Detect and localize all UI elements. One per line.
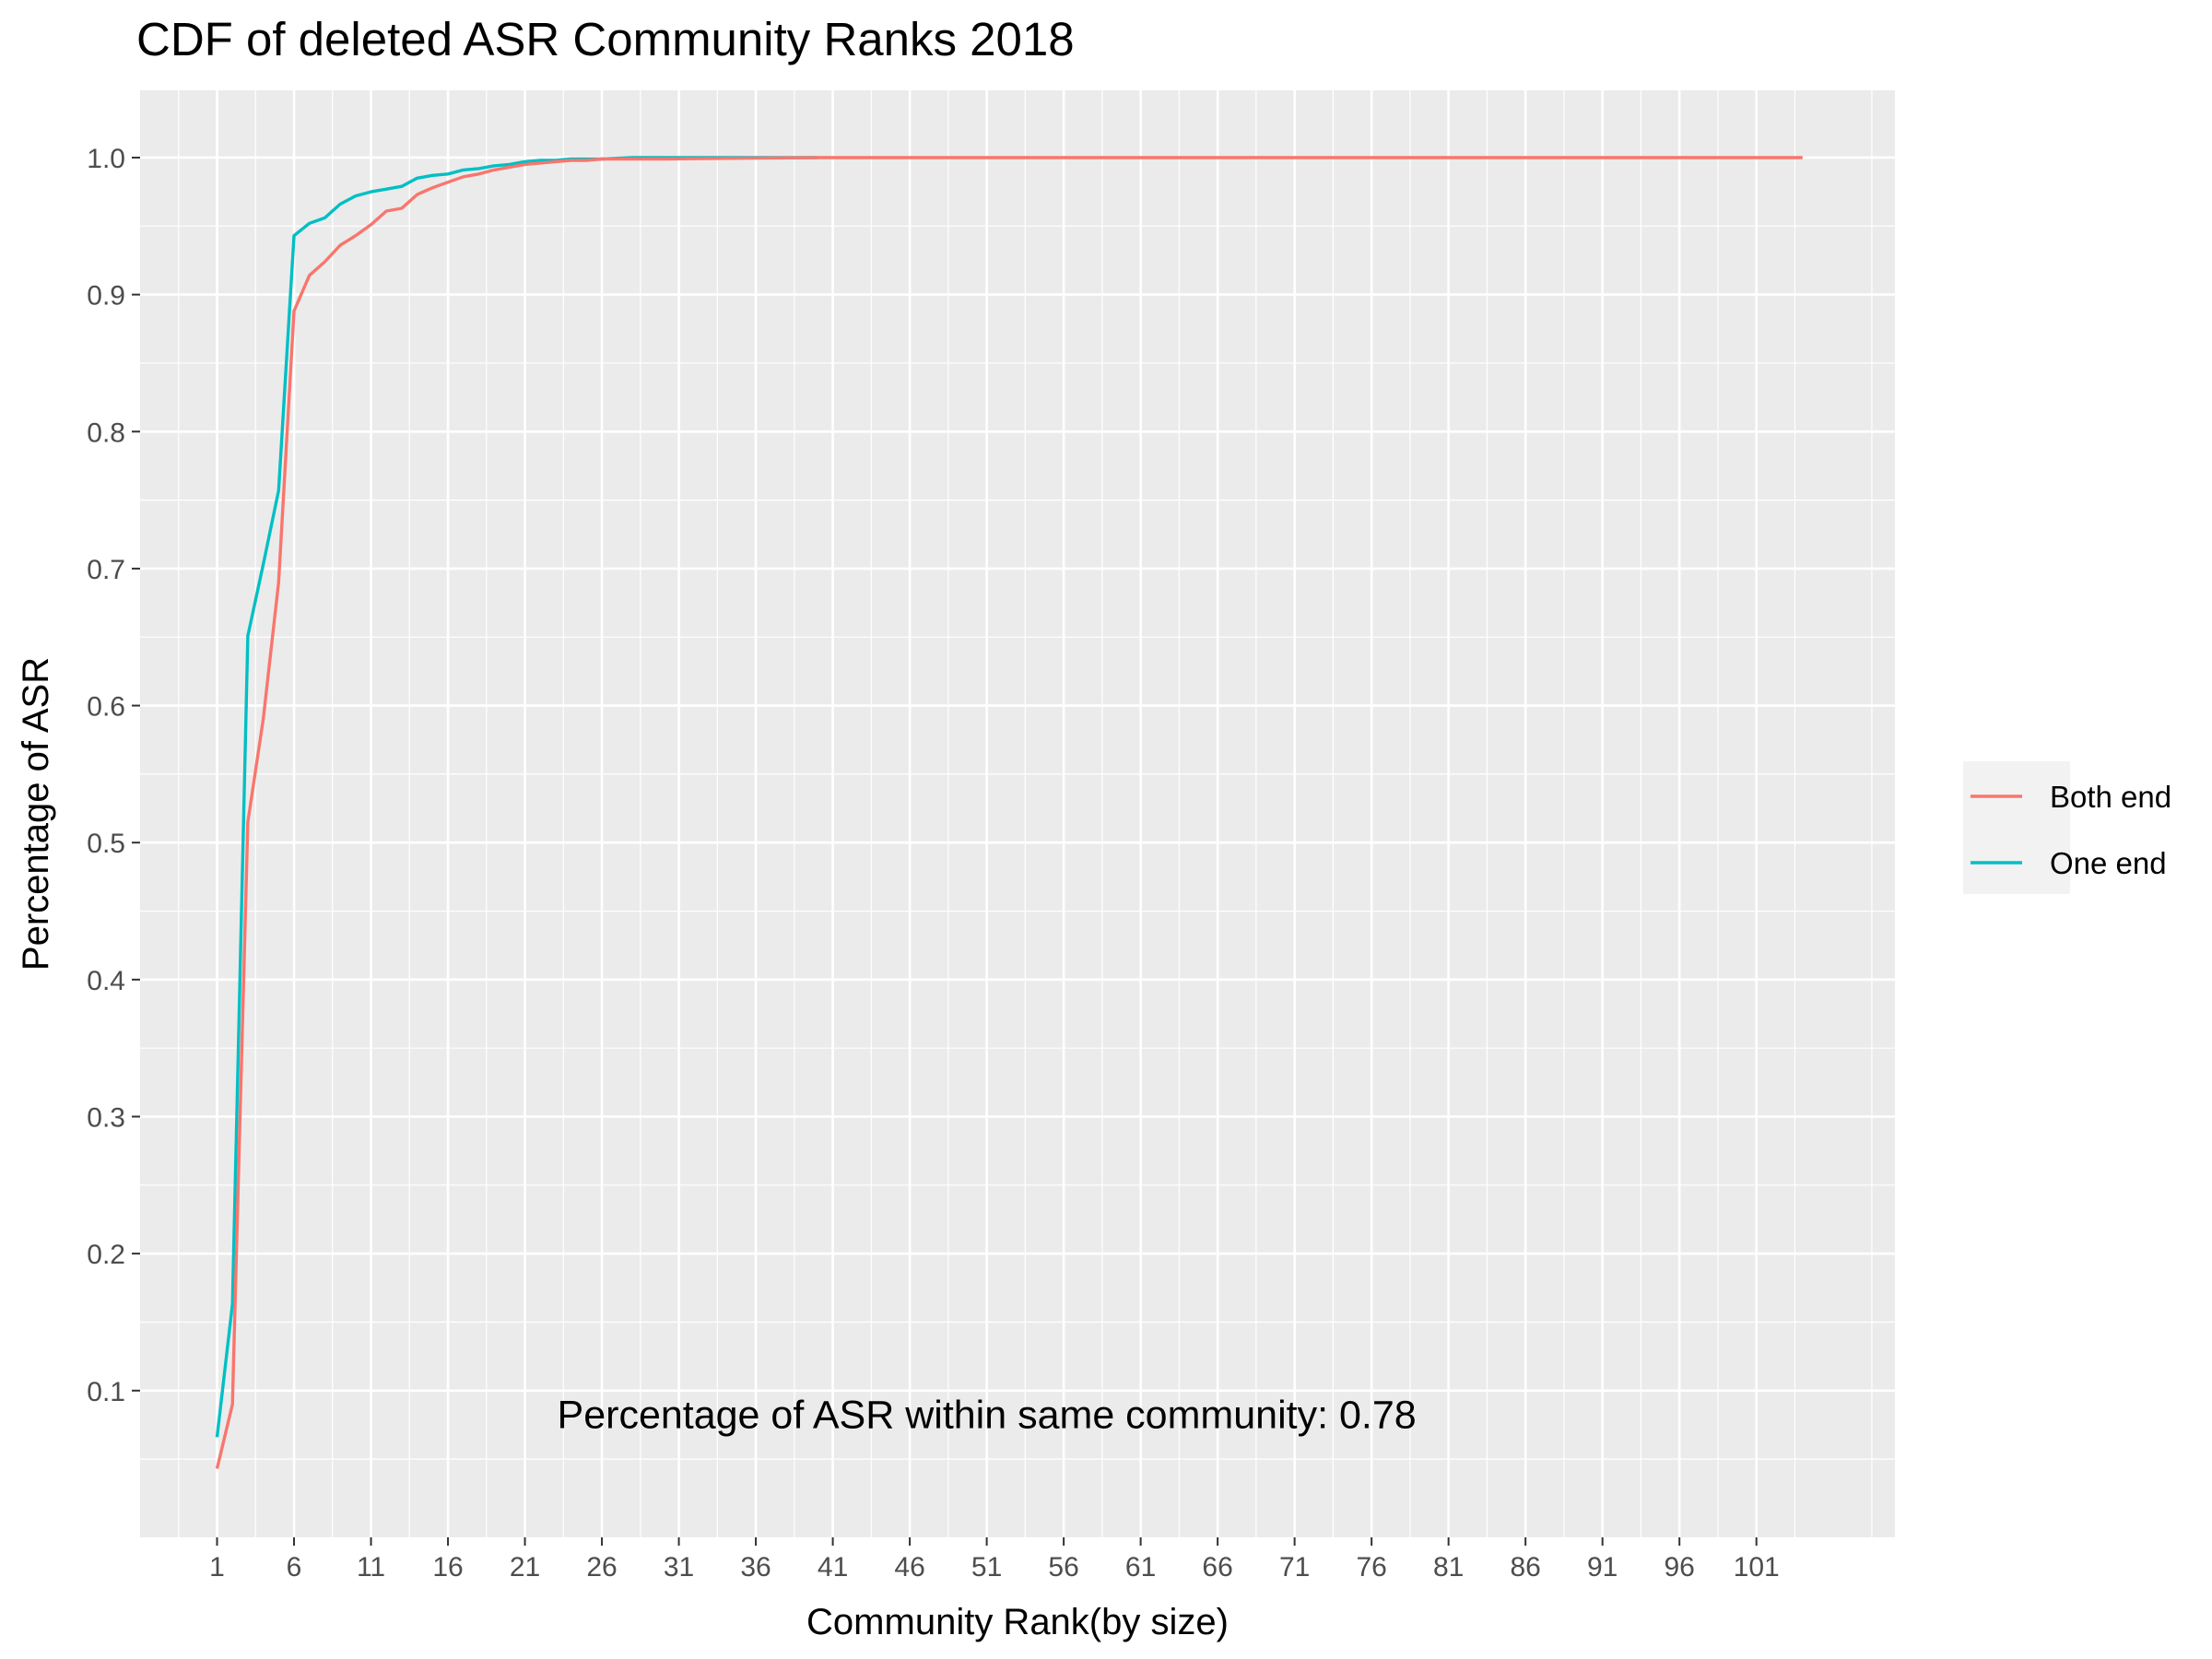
x-tick-label-1: 6 bbox=[287, 1552, 302, 1583]
chart-title: CDF of deleted ASR Community Ranks 2018 bbox=[136, 13, 1075, 65]
x-tick-label-19: 96 bbox=[1664, 1552, 1694, 1583]
y-tick-label-1: 0.2 bbox=[87, 1240, 125, 1270]
x-tick-label-5: 26 bbox=[586, 1552, 617, 1583]
x-axis-title: Community Rank(by size) bbox=[806, 1602, 1229, 1642]
chart-annotation: Percentage of ASR within same community:… bbox=[558, 1394, 1417, 1438]
x-tick-label-4: 21 bbox=[510, 1552, 540, 1583]
y-tick-label-8: 0.9 bbox=[87, 281, 125, 312]
x-tick-label-12: 61 bbox=[1125, 1552, 1156, 1583]
y-axis-ticks: 0.1 0.2 0.3 0.4 0.5 0.6 0.7 0.8 0.9 1.0 bbox=[87, 144, 140, 1407]
x-tick-label-13: 66 bbox=[1202, 1552, 1232, 1583]
x-tick-label-18: 91 bbox=[1587, 1552, 1618, 1583]
x-tick-label-9: 46 bbox=[894, 1552, 924, 1583]
y-tick-label-6: 0.7 bbox=[87, 555, 125, 585]
x-tick-label-14: 71 bbox=[1279, 1552, 1310, 1583]
x-tick-label-15: 76 bbox=[1356, 1552, 1386, 1583]
x-tick-label-7: 36 bbox=[740, 1552, 771, 1583]
legend-label-0: Both end bbox=[2050, 780, 2171, 814]
major-gridlines bbox=[140, 90, 1895, 1537]
plot-panel bbox=[140, 88, 1895, 1537]
y-tick-label-7: 0.8 bbox=[87, 418, 125, 448]
x-tick-label-0: 1 bbox=[209, 1552, 225, 1583]
x-tick-label-2: 11 bbox=[357, 1552, 385, 1583]
y-tick-label-3: 0.4 bbox=[87, 966, 125, 996]
y-tick-label-2: 0.3 bbox=[87, 1103, 125, 1134]
legend: Both end One end bbox=[1963, 761, 2171, 894]
x-tick-label-8: 41 bbox=[818, 1552, 848, 1583]
plot-panel-background bbox=[140, 90, 1895, 1537]
y-tick-label-5: 0.6 bbox=[87, 692, 125, 723]
y-axis-title: Percentage of ASR bbox=[16, 657, 56, 971]
y-tick-label-4: 0.5 bbox=[87, 829, 125, 859]
series-line-both-end bbox=[215, 156, 1803, 1469]
x-tick-label-11: 56 bbox=[1048, 1552, 1078, 1583]
y-tick-label-0: 0.1 bbox=[87, 1377, 125, 1407]
x-tick-label-16: 81 bbox=[1433, 1552, 1464, 1583]
x-axis-ticks: 1 6 11 16 21 26 31 36 41 46 51 56 61 66 71 76 81 86 91 96 10… bbox=[209, 1537, 1780, 1583]
x-tick-label-10: 51 bbox=[971, 1552, 1002, 1583]
x-tick-label-6: 31 bbox=[664, 1552, 694, 1583]
series-lines bbox=[215, 156, 1803, 1469]
x-tick-label-20: 101 bbox=[1734, 1552, 1780, 1583]
legend-label-1: One end bbox=[2050, 846, 2167, 880]
x-tick-label-3: 16 bbox=[432, 1552, 463, 1583]
y-tick-label-9: 1.0 bbox=[87, 144, 125, 174]
x-tick-label-17: 86 bbox=[1510, 1552, 1540, 1583]
